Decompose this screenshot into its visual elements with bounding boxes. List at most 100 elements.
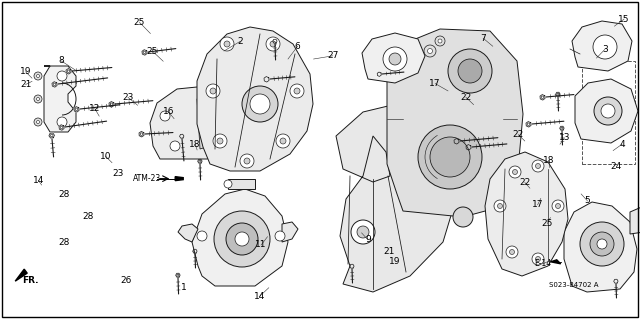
- Text: 3: 3: [602, 45, 607, 54]
- Circle shape: [213, 134, 227, 148]
- Text: 19: 19: [388, 257, 400, 266]
- Text: 28: 28: [58, 238, 70, 247]
- Text: 18: 18: [543, 156, 555, 165]
- Text: 24: 24: [610, 162, 621, 171]
- Circle shape: [244, 158, 250, 164]
- Text: 13: 13: [559, 133, 570, 142]
- Text: E-14: E-14: [534, 259, 551, 268]
- Circle shape: [206, 84, 220, 98]
- Polygon shape: [109, 101, 114, 107]
- Circle shape: [536, 164, 541, 168]
- Text: 17: 17: [532, 200, 543, 209]
- Text: 25: 25: [134, 18, 145, 27]
- Circle shape: [143, 51, 146, 54]
- Text: 23: 23: [113, 169, 124, 178]
- Circle shape: [448, 49, 492, 93]
- Circle shape: [197, 231, 207, 241]
- Circle shape: [506, 246, 518, 258]
- Polygon shape: [66, 69, 71, 74]
- Circle shape: [140, 133, 143, 136]
- Circle shape: [351, 220, 375, 244]
- Circle shape: [266, 37, 280, 51]
- Circle shape: [53, 83, 56, 86]
- Circle shape: [497, 204, 502, 209]
- Text: 14: 14: [253, 292, 265, 301]
- Circle shape: [435, 36, 445, 46]
- Polygon shape: [526, 122, 531, 127]
- Ellipse shape: [36, 75, 40, 78]
- Text: 16: 16: [163, 107, 174, 116]
- Circle shape: [276, 134, 290, 148]
- Polygon shape: [198, 159, 202, 163]
- Text: 4: 4: [620, 140, 625, 149]
- Polygon shape: [74, 107, 79, 112]
- Text: 14: 14: [33, 176, 44, 185]
- Text: 19: 19: [20, 67, 31, 76]
- Polygon shape: [630, 206, 640, 234]
- Text: 28: 28: [83, 212, 94, 221]
- Circle shape: [160, 111, 170, 121]
- Text: 27: 27: [327, 51, 339, 60]
- Polygon shape: [564, 202, 637, 292]
- Circle shape: [541, 96, 544, 99]
- Polygon shape: [560, 126, 564, 130]
- Text: 10: 10: [100, 152, 111, 161]
- Text: 11: 11: [255, 241, 267, 249]
- Polygon shape: [180, 134, 184, 138]
- Circle shape: [601, 104, 615, 118]
- Text: 26: 26: [120, 276, 132, 285]
- Circle shape: [51, 134, 53, 137]
- Text: 25: 25: [147, 47, 158, 56]
- Text: FR.: FR.: [22, 276, 38, 285]
- Polygon shape: [197, 96, 233, 149]
- Polygon shape: [197, 27, 313, 171]
- Circle shape: [57, 71, 67, 81]
- Circle shape: [274, 40, 276, 42]
- Circle shape: [280, 138, 286, 144]
- Ellipse shape: [34, 72, 42, 80]
- Polygon shape: [192, 189, 288, 286]
- Circle shape: [242, 86, 278, 122]
- Polygon shape: [485, 152, 568, 276]
- Text: S023-84702 A: S023-84702 A: [548, 282, 598, 287]
- Text: 6: 6: [295, 42, 300, 51]
- Text: 15: 15: [618, 15, 630, 24]
- Polygon shape: [572, 21, 632, 71]
- Circle shape: [527, 123, 530, 126]
- Polygon shape: [282, 222, 298, 242]
- Text: ATM-23: ATM-23: [133, 174, 161, 183]
- Circle shape: [240, 154, 254, 168]
- Circle shape: [357, 226, 369, 238]
- Circle shape: [57, 117, 67, 127]
- Circle shape: [60, 126, 63, 129]
- Polygon shape: [139, 131, 144, 137]
- Text: 23: 23: [122, 93, 134, 102]
- Circle shape: [180, 135, 183, 137]
- Circle shape: [351, 265, 353, 267]
- Polygon shape: [49, 133, 54, 138]
- Circle shape: [290, 84, 304, 98]
- Circle shape: [220, 37, 234, 51]
- Text: 7: 7: [481, 34, 486, 43]
- Text: 17: 17: [429, 79, 441, 88]
- Circle shape: [615, 280, 617, 282]
- Circle shape: [593, 35, 617, 59]
- Circle shape: [428, 48, 433, 54]
- Text: 8: 8: [58, 56, 63, 65]
- Circle shape: [389, 53, 401, 65]
- Circle shape: [513, 169, 518, 174]
- Polygon shape: [454, 138, 459, 144]
- Polygon shape: [544, 206, 564, 232]
- Circle shape: [532, 160, 544, 172]
- Circle shape: [455, 140, 458, 143]
- Circle shape: [67, 70, 70, 72]
- Ellipse shape: [36, 121, 40, 123]
- Circle shape: [250, 94, 270, 114]
- Circle shape: [199, 109, 227, 137]
- Text: 25: 25: [541, 219, 553, 228]
- Circle shape: [557, 93, 559, 95]
- Polygon shape: [142, 50, 147, 55]
- Text: 1: 1: [182, 283, 187, 292]
- Circle shape: [214, 211, 270, 267]
- Circle shape: [275, 231, 285, 241]
